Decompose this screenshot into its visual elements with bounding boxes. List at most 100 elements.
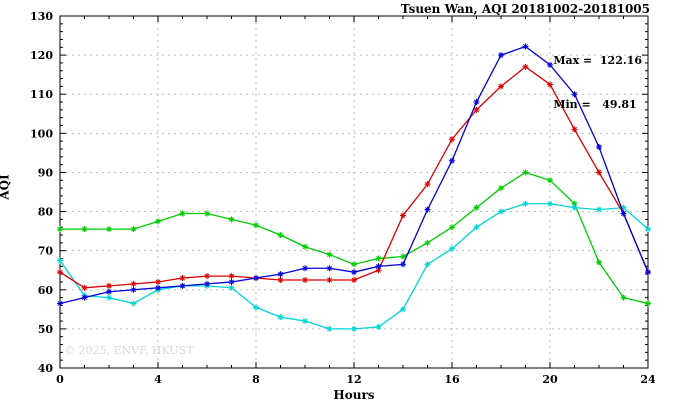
x-tick-label: 16: [444, 373, 460, 386]
marker-cyan: [449, 245, 455, 252]
marker-cyan: [498, 208, 504, 215]
marker-cyan: [400, 306, 406, 313]
marker-green: [179, 210, 186, 217]
marker-blue: [155, 284, 161, 291]
marker-green: [645, 300, 651, 307]
marker-green: [302, 243, 308, 250]
marker-cyan: [620, 204, 627, 211]
marker-blue: [228, 278, 235, 285]
marker-green: [547, 177, 553, 184]
y-tick-label: 70: [38, 245, 54, 258]
marker-red: [204, 273, 210, 280]
y-tick-label: 100: [30, 127, 53, 140]
marker-red: [57, 269, 63, 276]
marker-blue: [351, 269, 357, 276]
marker-red: [106, 282, 112, 289]
marker-red: [400, 212, 406, 219]
marker-red: [326, 277, 333, 283]
marker-red: [155, 278, 161, 285]
marker-blue: [596, 144, 602, 151]
marker-cyan: [547, 200, 553, 207]
marker-green: [571, 200, 578, 207]
marker-green: [424, 239, 431, 246]
marker-green: [498, 185, 504, 192]
x-tick-label: 24: [640, 373, 656, 386]
marker-green: [106, 226, 112, 233]
marker-green: [351, 261, 357, 268]
marker-red: [130, 280, 137, 287]
marker-blue: [498, 52, 504, 59]
x-tick-label: 4: [154, 373, 162, 386]
marker-cyan: [106, 294, 112, 301]
marker-cyan: [596, 206, 602, 213]
marker-green: [400, 253, 406, 260]
marker-red: [424, 181, 431, 188]
watermark: © 2025, ENVF, HKUST: [64, 344, 194, 357]
marker-cyan: [57, 257, 63, 264]
marker-red: [179, 275, 186, 282]
marker-blue: [179, 282, 186, 289]
marker-cyan: [571, 204, 578, 211]
marker-blue: [81, 294, 88, 301]
marker-green: [522, 169, 529, 176]
marker-blue: [57, 300, 63, 307]
marker-red: [449, 136, 455, 143]
marker-blue: [449, 157, 455, 164]
marker-red: [596, 169, 602, 176]
marker-cyan: [253, 304, 259, 311]
marker-blue: [400, 261, 406, 268]
x-tick-label: 20: [542, 373, 558, 386]
marker-blue: [302, 265, 308, 272]
marker-red: [81, 284, 88, 291]
marker-red: [571, 126, 578, 133]
marker-green: [620, 294, 627, 301]
marker-green: [130, 226, 137, 233]
marker-green: [155, 218, 161, 225]
y-tick-label: 50: [38, 323, 54, 336]
max-value-label: Max = 122.16: [553, 53, 642, 67]
marker-green: [57, 226, 63, 233]
marker-green: [277, 232, 284, 239]
marker-blue: [620, 210, 627, 217]
marker-blue: [547, 61, 553, 68]
marker-blue: [130, 286, 137, 293]
marker-blue: [645, 269, 651, 276]
marker-blue: [253, 275, 259, 282]
marker-red: [547, 81, 553, 88]
marker-red: [473, 106, 480, 113]
x-tick-label: 12: [346, 373, 361, 386]
max-min-annotation: Max = 122.16 Min = 49.81: [553, 24, 642, 143]
marker-red: [277, 277, 284, 283]
min-value-label: Min = 49.81: [553, 98, 637, 112]
marker-red: [302, 277, 308, 283]
marker-red: [375, 267, 382, 274]
marker-cyan: [522, 200, 529, 207]
y-tick-label: 120: [30, 49, 53, 62]
marker-blue: [326, 265, 333, 272]
marker-green: [473, 204, 480, 211]
marker-cyan: [473, 224, 480, 231]
y-tick-label: 60: [38, 284, 54, 297]
x-tick-label: 0: [56, 373, 64, 386]
marker-green: [228, 216, 235, 223]
marker-green: [449, 224, 455, 231]
marker-green: [81, 226, 88, 233]
y-axis-label: AQI: [0, 174, 12, 200]
marker-blue: [375, 263, 382, 270]
marker-cyan: [277, 314, 284, 321]
marker-red: [351, 277, 357, 283]
marker-green: [253, 222, 259, 229]
marker-green: [375, 255, 382, 262]
marker-blue: [571, 91, 578, 98]
y-tick-label: 130: [30, 10, 53, 23]
y-tick-label: 40: [38, 362, 54, 375]
x-tick-label: 8: [252, 373, 260, 386]
marker-red: [498, 83, 504, 90]
marker-blue: [204, 280, 210, 287]
marker-cyan: [130, 300, 137, 307]
marker-blue: [522, 43, 529, 50]
marker-red: [228, 273, 235, 280]
y-tick-label: 80: [38, 206, 54, 219]
marker-cyan: [228, 284, 235, 291]
